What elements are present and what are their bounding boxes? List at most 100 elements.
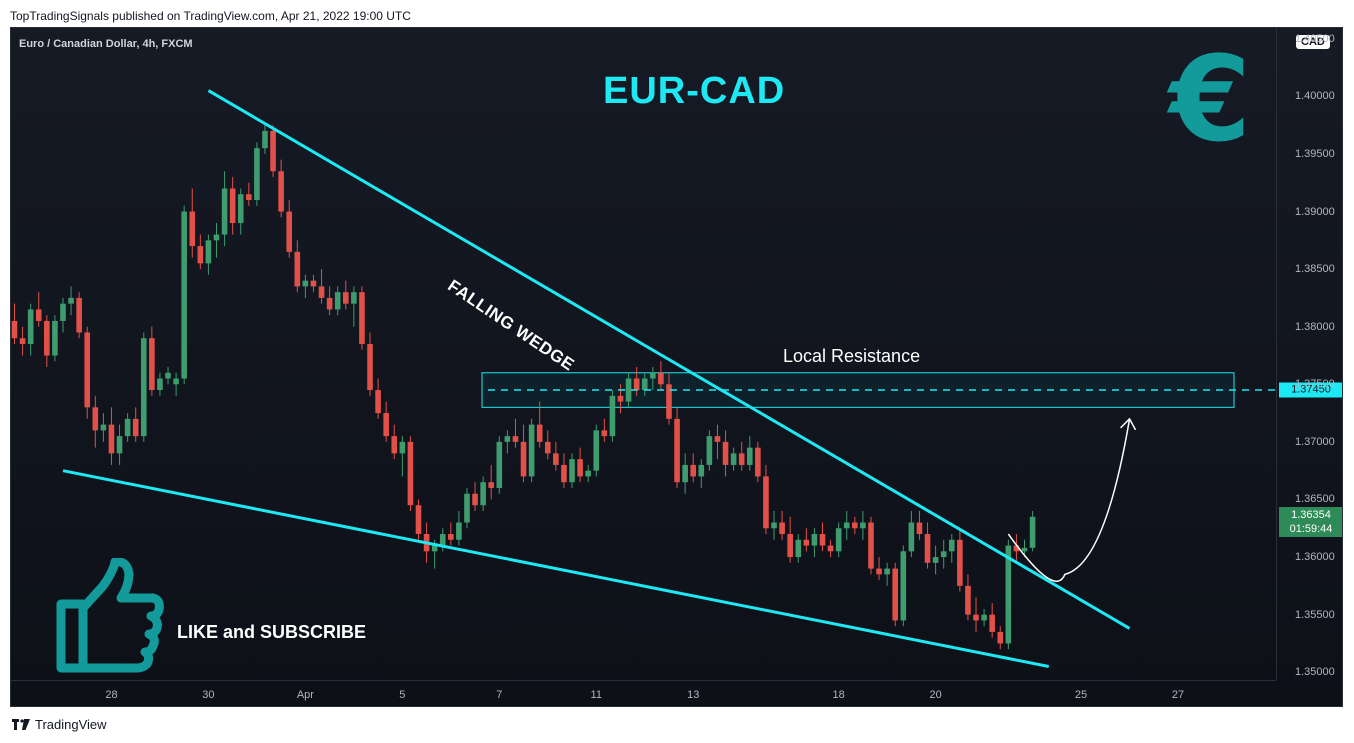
- price-tick-label: 1.40500: [1295, 32, 1335, 45]
- candle-body: [124, 418, 131, 437]
- candle-body: [60, 303, 66, 321]
- candle-body: [609, 395, 616, 437]
- chart-title: EUR-CAD: [603, 70, 786, 112]
- publisher-line: TopTradingSignals published on TradingVi…: [10, 9, 411, 23]
- candle-body: [19, 338, 26, 344]
- candle-body: [229, 188, 236, 224]
- time-tick-label: 11: [590, 689, 602, 701]
- candle-body: [464, 493, 470, 523]
- candle-body: [92, 407, 99, 431]
- candle-body: [302, 280, 309, 287]
- time-tick-label: 20: [929, 689, 942, 701]
- candle-body: [892, 568, 899, 621]
- candle-body: [981, 614, 987, 621]
- candle-body: [415, 505, 422, 535]
- candle-body: [27, 309, 34, 344]
- candle-body: [876, 568, 882, 575]
- candle-body: [908, 522, 915, 552]
- candle-body: [116, 436, 123, 454]
- candle-body: [100, 424, 107, 431]
- candle-body: [617, 395, 624, 402]
- price-tick-label: 1.37500: [1295, 378, 1335, 391]
- candle-body: [472, 493, 478, 506]
- candle-body: [165, 372, 171, 379]
- projection-arrowhead: [1120, 417, 1137, 431]
- last-price: 1.36354: [1291, 509, 1331, 522]
- time-tick-label: 25: [1074, 689, 1088, 701]
- candle-body: [714, 436, 721, 442]
- candle-body: [940, 551, 947, 558]
- candle-body: [771, 522, 777, 529]
- footer-brand: TradingView: [35, 717, 107, 732]
- like-subscribe-text: LIKE and SUBSCRIBE: [177, 622, 367, 642]
- candle-body: [197, 246, 204, 264]
- candle-body: [181, 211, 187, 379]
- candle-body: [779, 522, 785, 535]
- candle-body: [577, 459, 583, 477]
- symbol-label[interactable]: Euro / Canadian Dollar, 4h, FXCM: [19, 38, 193, 50]
- candle-body: [924, 534, 931, 563]
- candle-body: [690, 464, 697, 477]
- time-tick-label: 28: [105, 689, 118, 701]
- candle-body: [383, 413, 389, 437]
- euro-icon: €: [1169, 30, 1252, 168]
- candle-body: [407, 441, 414, 506]
- candle-body: [827, 545, 834, 552]
- candle-body: [650, 372, 656, 379]
- price-tick-label: 1.39500: [1295, 147, 1335, 160]
- candle-body: [367, 343, 373, 391]
- candle-body: [342, 292, 349, 304]
- chart-area[interactable]: Euro / Canadian Dollar, 4h, FXCM EUR-CAD…: [10, 27, 1343, 707]
- candle-body: [536, 424, 543, 442]
- candle-body: [746, 447, 753, 465]
- candle-body: [674, 418, 680, 483]
- candle-body: [44, 320, 50, 356]
- candle-body: [326, 297, 333, 310]
- price-tick-label: 1.39000: [1295, 205, 1335, 218]
- price-pane[interactable]: [11, 28, 1276, 680]
- tradingview-logo-icon: [12, 719, 30, 730]
- candle-body: [1005, 545, 1012, 644]
- candle-body: [569, 459, 575, 483]
- currency-badge: CAD: [1296, 35, 1330, 49]
- candle-body: [140, 338, 147, 437]
- time-tick-label: Apr: [296, 689, 314, 701]
- time-axis[interactable]: 28 30 Apr 5 7 11 13 18 20 25 27: [11, 680, 1276, 706]
- candle-body: [254, 148, 260, 201]
- candle-body: [868, 522, 874, 569]
- candle-body: [496, 441, 503, 488]
- candle-body: [359, 292, 365, 344]
- candle-body: [213, 234, 220, 241]
- price-tick-label: 1.38500: [1295, 263, 1335, 276]
- candle-body: [730, 453, 737, 465]
- candle-body: [173, 378, 179, 385]
- time-tick-label: 7: [496, 689, 503, 701]
- price-tick-label: 1.35000: [1295, 666, 1335, 679]
- candle-body: [334, 292, 341, 310]
- projection-arrow: [1007, 418, 1131, 582]
- candle-body: [246, 194, 252, 201]
- price-axis[interactable]: CAD 1.37450 1.36354 01:59:44 1.35000 1.35…: [1276, 28, 1342, 680]
- candle-body: [738, 453, 745, 465]
- time-tick-label: 5: [399, 689, 406, 701]
- candle-body: [633, 378, 640, 391]
- time-tick-label: 18: [832, 689, 845, 701]
- candle-body: [763, 476, 769, 529]
- candle-body: [835, 528, 842, 552]
- candle-body: [278, 171, 284, 212]
- candle-body: [755, 447, 761, 477]
- time-tick-label: 27: [1171, 689, 1185, 701]
- candle-body: [1029, 516, 1036, 548]
- candle-body: [391, 436, 398, 454]
- price-tick-label: 1.35500: [1295, 608, 1335, 621]
- candle-body: [989, 614, 995, 632]
- candle-body: [157, 378, 163, 391]
- thumbs-up-icon: [56, 558, 164, 673]
- candle-body: [803, 539, 810, 546]
- candle-body: [585, 470, 591, 477]
- candle-body: [149, 338, 155, 391]
- candle-body: [439, 534, 446, 546]
- candle-body: [431, 545, 438, 552]
- candle-body: [916, 522, 923, 535]
- candle-body: [795, 539, 802, 558]
